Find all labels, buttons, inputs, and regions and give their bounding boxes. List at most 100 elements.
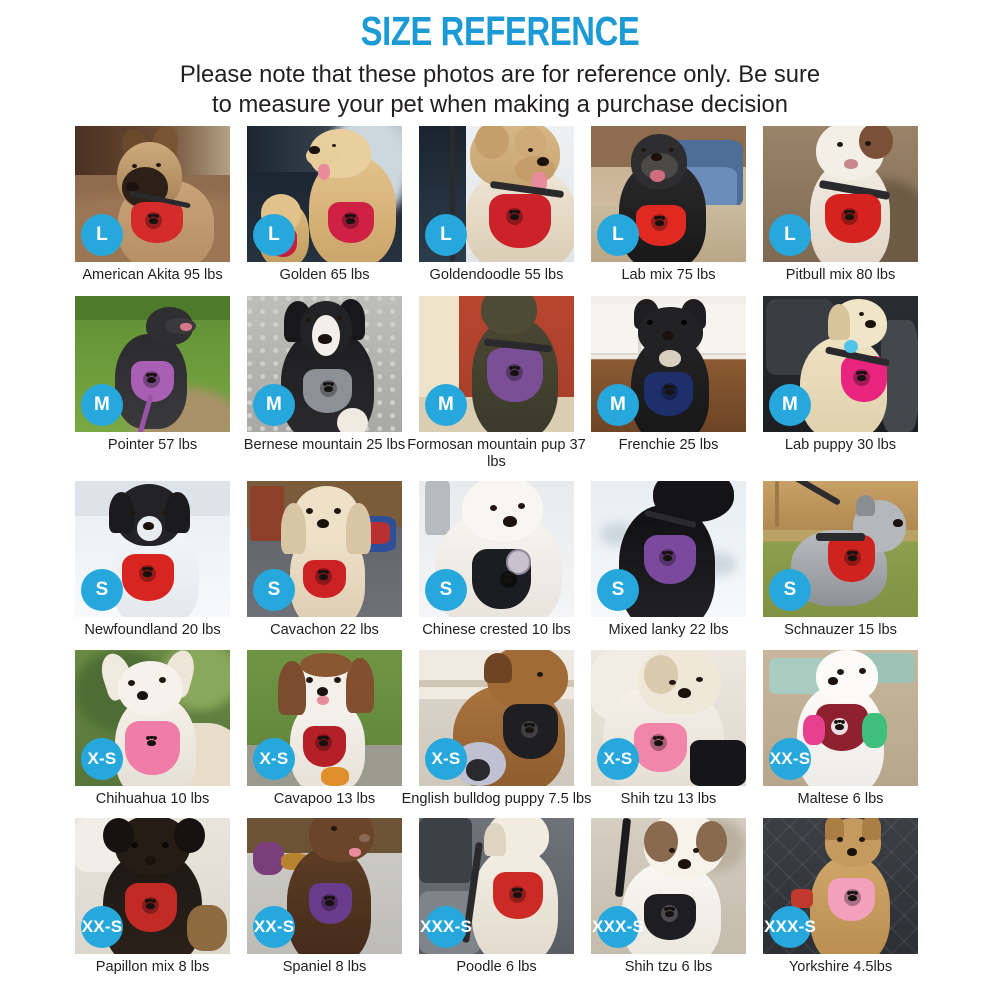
size-badge: M (597, 384, 639, 426)
dog-caption: Formosan mountain pup 37 lbs (407, 437, 586, 470)
dog-photo-shihtzu6: XXX-S (591, 818, 746, 954)
size-badge: L (81, 214, 123, 256)
page-subtitle: Please note that these photos are for re… (112, 60, 888, 120)
dog-card: M Pointer 57 lbs (75, 296, 230, 471)
photo-art (591, 296, 746, 432)
dog-caption: Schnauzer 15 lbs (784, 622, 897, 638)
dog-photo-crested: S (419, 481, 574, 617)
dog-photo-shihtzu13: X-S (591, 650, 746, 786)
dog-photo-spaniel: XX-S (247, 818, 402, 954)
size-badge: S (253, 569, 295, 611)
dog-photo-golden: L (247, 126, 402, 262)
dog-caption: Lab puppy 30 lbs (784, 437, 897, 453)
dog-photo-goldendoodle: L (419, 126, 574, 262)
dog-photo-bulldog: X-S (419, 650, 574, 786)
size-badge: M (81, 384, 123, 426)
dog-caption: Newfoundland 20 lbs (84, 622, 221, 638)
dog-card: L Goldendoodle 55 lbs (419, 126, 574, 284)
dog-card: X-S Chihuahua 10 lbs (75, 650, 230, 808)
dog-card: XX-S Papillon mix 8 lbs (75, 818, 230, 976)
size-badge: S (425, 569, 467, 611)
dog-card: S Schnauzer 15 lbs (763, 481, 918, 639)
size-badge: L (597, 214, 639, 256)
photo-art (419, 818, 574, 954)
dog-photo-lanky: S (591, 481, 746, 617)
dog-card: S Mixed lanky 22 lbs (591, 481, 746, 639)
dog-photo-labmix: L (591, 126, 746, 262)
dog-card: L Lab mix 75 lbs (591, 126, 746, 284)
dog-caption: English bulldog puppy 7.5 lbs (401, 791, 592, 807)
dog-card: M Frenchie 25 lbs (591, 296, 746, 471)
size-badge: XXX-S (592, 906, 644, 948)
dog-photo-cavachon: S (247, 481, 402, 617)
size-badge: M (425, 384, 467, 426)
size-badge: X-S (253, 738, 295, 780)
size-badge: S (597, 569, 639, 611)
dog-card: M Formosan mountain pup 37 lbs (407, 296, 586, 471)
dog-card: X-S Cavapoo 13 lbs (247, 650, 402, 808)
size-row-xx-s-xxx-s: XX-S Papillon mix 8 lbs XX-S Spaniel 8 lbs… (0, 818, 1000, 976)
size-badge: M (253, 384, 295, 426)
dog-photo-frenchie: M (591, 296, 746, 432)
dog-photo-labpuppy: M (763, 296, 918, 432)
dog-photo-papillon: XX-S (75, 818, 230, 954)
header: SIZE REFERENCE Please note that these ph… (0, 0, 1000, 120)
dog-caption: Shih tzu 13 lbs (620, 791, 717, 807)
dog-card: M Bernese mountain 25 lbs (244, 296, 405, 471)
dog-caption: Pointer 57 lbs (107, 437, 198, 453)
dog-photo-maltese: XX-S (763, 650, 918, 786)
dog-caption: Papillon mix 8 lbs (95, 959, 210, 975)
size-badge: L (425, 214, 467, 256)
dog-photo-yorkshire: XXX-S (763, 818, 918, 954)
size-row-m: M Pointer 57 lbs M Bernese mountain 25 lbs… (0, 296, 1000, 471)
dog-card: L American Akita 95 lbs (75, 126, 230, 284)
dog-photo-cavapoo: X-S (247, 650, 402, 786)
dog-photo-newfoundland: S (75, 481, 230, 617)
dog-card: XXX-S Yorkshire 4.5lbs (763, 818, 918, 976)
dog-caption: Chinese crested 10 lbs (422, 622, 571, 638)
dog-card: S Newfoundland 20 lbs (75, 481, 230, 639)
dog-card: X-S Shih tzu 13 lbs (591, 650, 746, 808)
dog-photo-akita: L (75, 126, 230, 262)
size-badge: X-S (81, 738, 123, 780)
dog-caption: Goldendoodle 55 lbs (429, 267, 564, 283)
size-badge: S (81, 569, 123, 611)
photo-art (763, 481, 918, 617)
size-badge: X-S (425, 738, 467, 780)
dog-caption: Mixed lanky 22 lbs (608, 622, 729, 638)
dog-caption: Pitbull mix 80 lbs (785, 267, 896, 283)
photo-art (75, 818, 230, 954)
page-title: SIZE REFERENCE (360, 8, 640, 54)
dog-caption: Bernese mountain 25 lbs (243, 437, 406, 453)
dog-caption: Cavapoo 13 lbs (273, 791, 376, 807)
dog-card: XX-S Maltese 6 lbs (763, 650, 918, 808)
dog-caption: Cavachon 22 lbs (270, 622, 379, 638)
dog-caption: Lab mix 75 lbs (621, 267, 716, 283)
dog-caption: Yorkshire 4.5lbs (788, 959, 893, 975)
size-badge: XXX-S (764, 906, 816, 948)
dog-photo-chihuahua: X-S (75, 650, 230, 786)
dog-card: X-S English bulldog puppy 7.5 lbs (402, 650, 591, 808)
dog-card: XX-S Spaniel 8 lbs (247, 818, 402, 976)
photo-art (75, 126, 230, 262)
dog-card: L Golden 65 lbs (247, 126, 402, 284)
size-badge: M (769, 384, 811, 426)
dog-photo-pointer: M (75, 296, 230, 432)
photo-art (75, 650, 230, 786)
size-badge: XX-S (769, 738, 811, 780)
size-badge: L (253, 214, 295, 256)
size-row-x-s: X-S Chihuahua 10 lbs X-S Cavapoo 13 lbs X-… (0, 650, 1000, 808)
dog-card: XXX-S Shih tzu 6 lbs (591, 818, 746, 976)
photo-art (247, 650, 402, 786)
dog-photo-formosan: M (419, 296, 574, 432)
dog-caption: American Akita 95 lbs (82, 267, 223, 283)
size-badge: XX-S (253, 906, 295, 948)
dog-card: L Pitbull mix 80 lbs (763, 126, 918, 284)
dog-photo-pitbull: L (763, 126, 918, 262)
dog-card: S Chinese crested 10 lbs (419, 481, 574, 639)
dog-caption: Poodle 6 lbs (456, 959, 537, 975)
